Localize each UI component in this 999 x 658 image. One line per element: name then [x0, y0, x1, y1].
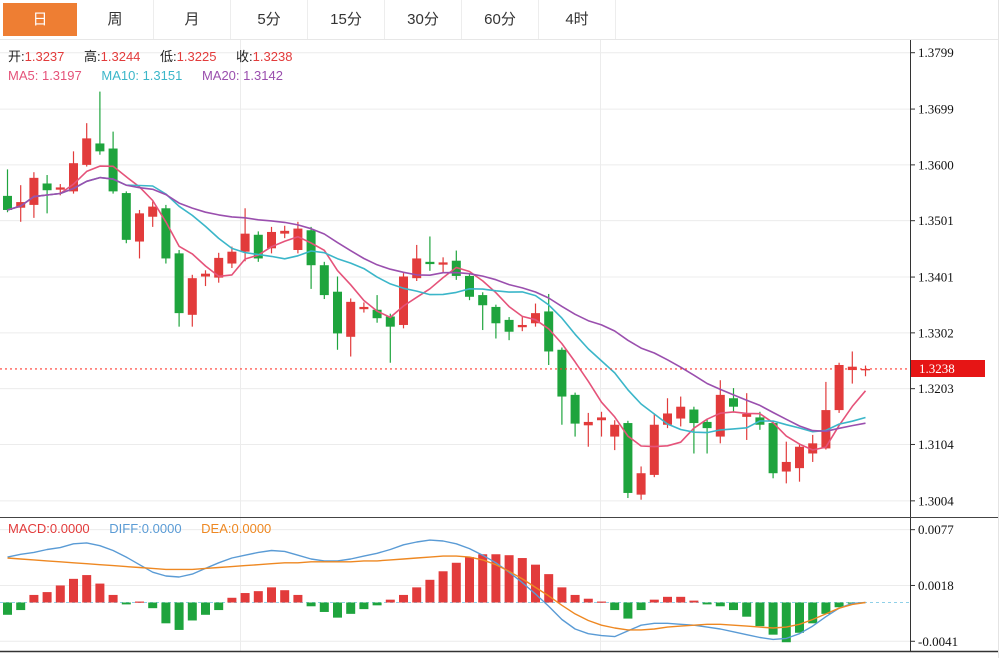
svg-text:1.3600: 1.3600 [918, 157, 954, 172]
macd-value: 0.0000 [49, 521, 90, 536]
svg-text:1.3799: 1.3799 [918, 45, 954, 60]
svg-text:1.3004: 1.3004 [918, 493, 954, 508]
ohlc-legend: 开:1.3237 高:1.3244 低:1.3225 收:1.3238 [8, 46, 308, 65]
dea-value: 0.0000 [231, 521, 272, 536]
ohlc-open: 开:1.3237 [8, 49, 64, 64]
diff-value-legend: DIFF:0.0000 [109, 521, 181, 536]
diff-line [7, 539, 866, 641]
svg-text:0.0018: 0.0018 [918, 578, 954, 593]
ma20-line [7, 176, 866, 433]
tab-15min[interactable]: 15分 [308, 0, 385, 39]
ohlc-low: 低:1.3225 [160, 49, 216, 64]
axes [0, 40, 998, 653]
period-tabbar: 日 周 月 5分 15分 30分 60分 4时 [0, 0, 998, 40]
macd-value-legend: MACD:0.0000 [8, 521, 90, 536]
svg-text:1.3203: 1.3203 [918, 381, 954, 396]
tab-day[interactable]: 日 [3, 3, 77, 36]
tab-60min[interactable]: 60分 [462, 0, 539, 39]
ma5-line [7, 165, 867, 451]
tab-month[interactable]: 月 [154, 0, 231, 39]
candles [3, 91, 870, 500]
ohlc-close-value: 1.3238 [252, 49, 293, 64]
ma10-label: MA10: [101, 68, 139, 83]
gridlines [0, 40, 910, 651]
svg-text:-0.0041: -0.0041 [918, 634, 958, 649]
macd-lines [7, 539, 866, 641]
svg-text:1.3401: 1.3401 [918, 270, 954, 285]
ohlc-open-label: 开: [8, 49, 25, 64]
ohlc-close: 收:1.3238 [236, 49, 292, 64]
ohlc-open-value: 1.3237 [24, 49, 65, 64]
diff-value: 0.0000 [141, 521, 182, 536]
tab-5min[interactable]: 5分 [231, 0, 308, 39]
ohlc-low-label: 低: [160, 49, 177, 64]
macd-histogram [3, 554, 857, 643]
ma20-legend: MA20: 1.3142 [202, 68, 283, 83]
dea-value-legend: DEA:0.0000 [201, 521, 271, 536]
ma5-label: MA5: [8, 68, 39, 83]
axis-labels: 1.3799 1.3699 1.3600 1.3501 1.3401 1.3302 1.32… [910, 45, 958, 649]
tab-30min[interactable]: 30分 [385, 0, 462, 39]
tab-week[interactable]: 周 [77, 0, 154, 39]
diff-label: DIFF: [109, 521, 142, 536]
ohlc-low-value: 1.3225 [176, 49, 217, 64]
svg-text:1.3104: 1.3104 [918, 437, 954, 452]
ohlc-close-label: 收: [236, 49, 253, 64]
tab-4hour[interactable]: 4时 [539, 0, 616, 39]
macd-legend: MACD:0.0000 DIFF:0.0000 DEA:0.0000 [8, 521, 287, 536]
ohlc-high-value: 1.3244 [100, 49, 141, 64]
ma10-value: 1.3151 [142, 68, 183, 83]
dea-label: DEA: [201, 521, 232, 536]
svg-text:0.0077: 0.0077 [918, 522, 954, 537]
svg-text:1.3501: 1.3501 [918, 213, 954, 228]
ma10-legend: MA10: 1.3151 [101, 68, 182, 83]
current-price-badge: 1.3238 [911, 360, 985, 377]
svg-text:1.3302: 1.3302 [918, 325, 954, 340]
macd-label: MACD: [8, 521, 50, 536]
ma10-line [7, 176, 866, 434]
svg-text:1.3699: 1.3699 [918, 102, 954, 117]
dea-line [7, 555, 866, 631]
ma5-legend: MA5: 1.3197 [8, 68, 82, 83]
ma20-value: 1.3142 [243, 68, 283, 83]
ohlc-high-label: 高: [84, 49, 101, 64]
ohlc-high: 高:1.3244 [84, 49, 140, 64]
ma20-label: MA20: [201, 68, 240, 83]
ma-lines [7, 165, 867, 451]
ma-legend: MA5: 1.3197 MA10: 1.3151 MA20: 1.3142 [8, 68, 299, 83]
ma5-value: 1.3197 [41, 68, 82, 83]
